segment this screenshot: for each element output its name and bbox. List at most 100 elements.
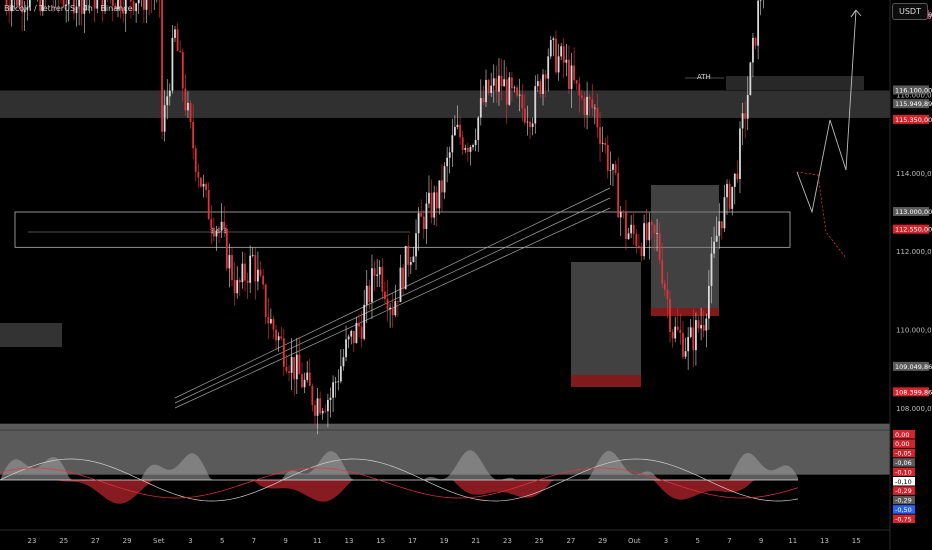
candle-body	[508, 77, 511, 105]
oscillator-label-bg	[893, 514, 915, 524]
time-tick-label: 29	[123, 537, 132, 545]
price-label: 112.550,00	[895, 226, 932, 234]
candle-body	[552, 38, 555, 41]
oscillator-label-bg	[893, 467, 915, 477]
candle-body	[604, 142, 607, 145]
candle-body	[441, 180, 443, 193]
candle-body	[523, 108, 526, 123]
candle-body	[536, 81, 539, 87]
range-box	[14, 211, 791, 248]
candle-body	[295, 354, 298, 380]
candle-body	[363, 304, 366, 339]
candle-body	[632, 224, 635, 234]
candle-body	[168, 90, 171, 97]
candle-body	[513, 87, 516, 89]
candle-body	[288, 371, 290, 373]
time-tick-label: 13	[820, 537, 829, 545]
candle-body	[596, 107, 599, 128]
candle-body	[531, 123, 534, 127]
candle-body	[568, 59, 570, 89]
candle-body	[246, 280, 249, 283]
time-tick-label: 27	[566, 537, 575, 545]
candle-body	[518, 94, 521, 96]
oscillator-tick-label: -0,10	[895, 478, 912, 486]
candle-body	[135, 3, 138, 12]
candle-body	[412, 256, 415, 263]
candle-body	[311, 385, 314, 406]
candle-body	[18, 0, 21, 6]
candle-body	[583, 97, 586, 115]
candle-body	[477, 117, 480, 141]
candle-body	[244, 263, 246, 281]
time-tick-label: 15	[852, 537, 861, 545]
candle-body	[726, 183, 728, 198]
candle-body	[269, 319, 272, 324]
candle-body	[23, 9, 26, 13]
price-label: 109.049,86	[895, 363, 932, 371]
candle-body	[759, 0, 762, 1]
candle-body	[80, 0, 83, 14]
time-tick-label: 27	[91, 537, 100, 545]
candle-body	[200, 177, 202, 187]
oscillator-label-bg	[893, 495, 915, 505]
candle-body	[472, 145, 474, 148]
candle-body	[643, 223, 645, 257]
candle-body	[715, 235, 718, 242]
candle-body	[547, 56, 550, 79]
candle-body	[303, 379, 306, 388]
time-tick-label: 21	[471, 537, 480, 545]
candle-body	[218, 230, 220, 232]
candle-body	[573, 65, 576, 81]
candle-body	[435, 192, 438, 209]
candle-body	[143, 0, 145, 10]
candle-body	[516, 87, 518, 96]
currency-button[interactable]: USDT	[892, 3, 928, 20]
candle-body	[684, 351, 687, 357]
oscillator-positive-area	[0, 450, 798, 480]
candle-body	[187, 102, 189, 111]
candle-body	[73, 0, 75, 14]
oscillator-pane	[0, 450, 799, 504]
price-label-bg	[893, 224, 929, 234]
candle-body	[96, 0, 99, 9]
candle-body	[593, 107, 596, 109]
candle-body	[83, 0, 86, 14]
candle-body	[622, 211, 625, 213]
candle-body	[251, 255, 254, 256]
candle-body	[16, 0, 18, 6]
candle-body	[352, 330, 355, 344]
candle-body	[692, 327, 695, 351]
candle-body	[521, 94, 524, 109]
time-tick-label: 23	[503, 537, 512, 545]
candle-body	[376, 274, 379, 276]
candle-body	[104, 0, 106, 12]
oscillator-tick-label: -0,75	[895, 515, 912, 523]
candle-body	[707, 285, 710, 319]
candle-body	[474, 140, 477, 146]
candle-body	[342, 357, 345, 367]
oscillator-red-line	[0, 467, 799, 499]
time-tick-label: 11	[313, 537, 322, 545]
candle-body	[378, 266, 381, 275]
candle-body	[754, 37, 757, 46]
candle-body	[41, 0, 44, 12]
candle-body	[202, 183, 205, 187]
left-grey-block	[0, 323, 62, 347]
candle-body	[171, 37, 174, 91]
time-tick-label: 13	[345, 537, 354, 545]
candle-body	[399, 267, 402, 303]
candle-body	[65, 4, 68, 6]
time-tick-label: 9	[759, 537, 763, 545]
candle-body	[451, 135, 454, 153]
candle-body	[619, 211, 622, 218]
candle-body	[396, 301, 399, 303]
time-tick-label: Set	[153, 537, 165, 545]
price-label-bg	[893, 361, 929, 371]
candle-body	[479, 98, 482, 118]
candle-body	[614, 164, 617, 174]
candle-body	[565, 59, 568, 63]
candle-body	[381, 266, 384, 292]
time-tick-label: 7	[727, 537, 731, 545]
candle-body	[749, 62, 752, 96]
